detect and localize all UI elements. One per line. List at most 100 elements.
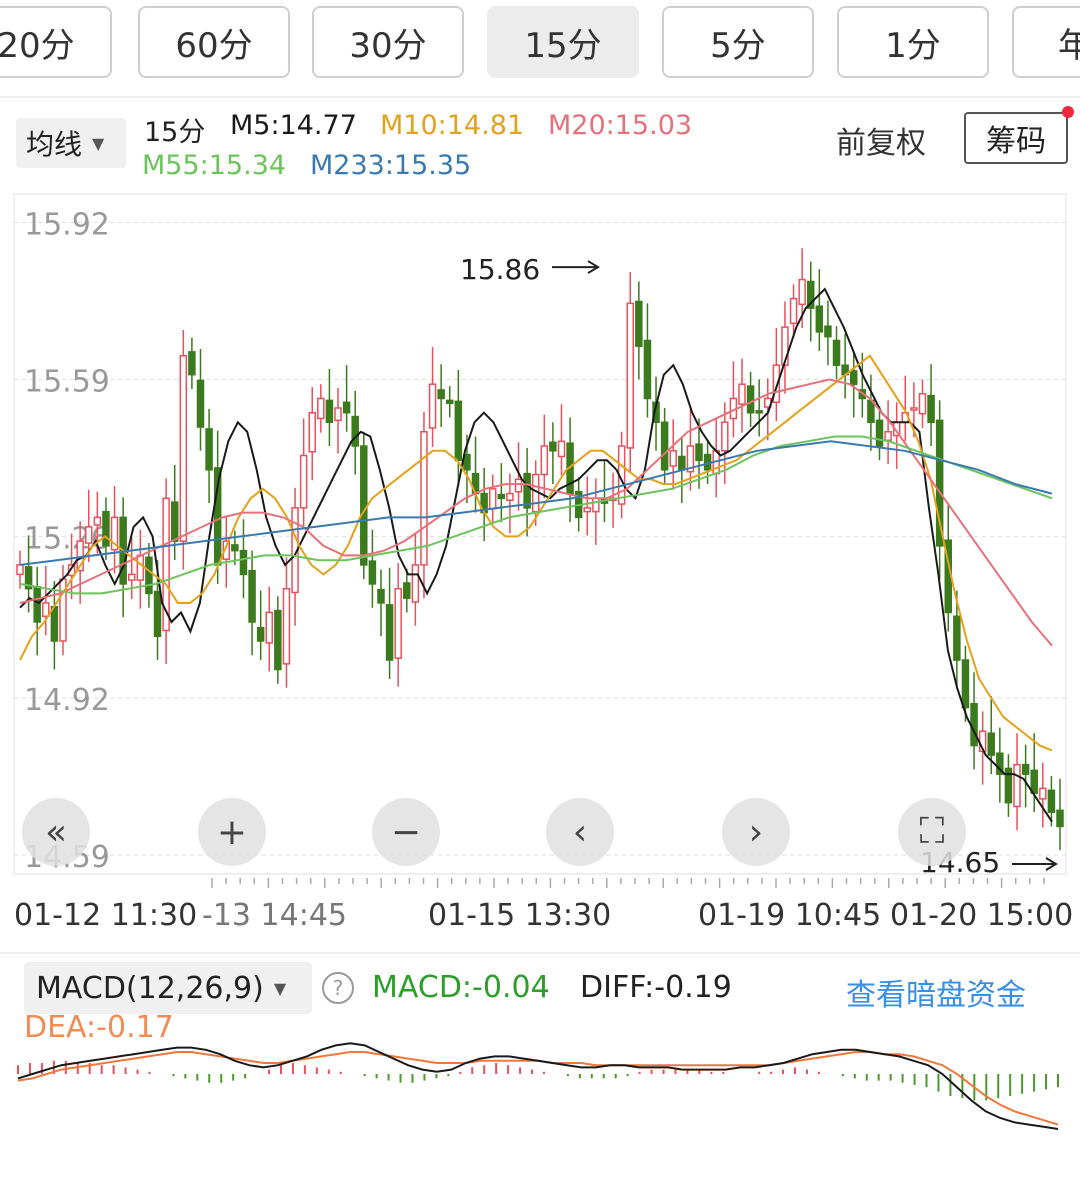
candle-up — [1013, 763, 1021, 808]
candle-down — [205, 428, 213, 471]
candle-up — [282, 587, 291, 665]
candle-down — [360, 445, 368, 566]
legend-m10: M10:14.81 — [380, 110, 525, 141]
y-tick-label: 15.59 — [24, 364, 110, 399]
minus-icon[interactable]: − — [372, 798, 440, 866]
candle-down — [437, 389, 445, 400]
candle-down — [145, 556, 153, 595]
candle-up — [299, 454, 308, 509]
candle-down — [497, 493, 506, 500]
candle-down — [196, 379, 205, 428]
candle-up — [85, 526, 93, 544]
candle-down — [248, 569, 256, 623]
x-label-2: 01-15 13:30 — [428, 898, 612, 933]
candle-up — [798, 278, 806, 306]
candle-down — [325, 399, 334, 424]
macd-selector-label: MACD(12,26,9) — [36, 970, 264, 1006]
candle-up — [738, 383, 746, 405]
candle-down — [961, 659, 970, 709]
legend-m55: M55:15.34 — [142, 150, 287, 181]
candle-down — [660, 421, 669, 471]
candle-up — [162, 497, 170, 632]
candle-down — [549, 441, 557, 452]
tab-5min[interactable]: 5分 — [662, 6, 814, 78]
tab-1min[interactable]: 1分 — [837, 6, 989, 78]
tab-20min[interactable]: 20分 — [0, 6, 112, 78]
candle-down — [102, 510, 110, 547]
chevron-right-icon[interactable]: › — [722, 798, 790, 866]
dea-line — [17, 1051, 1059, 1126]
candle-down — [377, 588, 385, 604]
x-label-0: 01-12 11:30 — [14, 898, 198, 933]
ma-line-m10 — [19, 354, 1053, 752]
candle-down — [824, 325, 832, 338]
candle-up — [789, 297, 798, 325]
diff-value: DIFF:-0.19 — [580, 970, 732, 1005]
candle-down — [351, 415, 359, 447]
candle-down — [256, 626, 265, 642]
diff-line — [17, 1042, 1059, 1130]
macd-selector[interactable]: MACD(12,26,9) ▼ — [24, 962, 312, 1014]
candle-down — [875, 419, 884, 447]
low-arrow-head — [1045, 857, 1058, 871]
tab-30min[interactable]: 30分 — [312, 6, 464, 78]
plus-icon[interactable]: + — [198, 798, 266, 866]
tab-15min[interactable]: 15分 — [487, 6, 639, 78]
candle-up — [428, 383, 437, 429]
candle-up — [394, 587, 402, 659]
dea-value: DEA:-0.17 — [24, 1010, 174, 1045]
candle-down — [996, 752, 1004, 775]
ma-line-m55 — [19, 435, 1053, 595]
chips-button[interactable]: 筹码 — [964, 112, 1068, 164]
candle-down — [746, 385, 755, 414]
candle-up — [772, 364, 781, 404]
candle-up — [557, 440, 566, 458]
candle-down — [643, 339, 652, 400]
tab-year[interactable]: 年 — [1012, 6, 1080, 78]
candle-down — [953, 615, 961, 661]
candle-down — [1021, 763, 1030, 775]
candle-down — [1047, 789, 1056, 813]
x-label-4: 01-20 15:00 — [890, 898, 1074, 933]
candle-up — [265, 611, 274, 644]
dark-pool-link[interactable]: 查看暗盘资金 — [846, 978, 1026, 1013]
candle-up — [686, 445, 695, 473]
candle-down — [446, 399, 454, 404]
candle-down — [24, 566, 33, 590]
candle-down — [403, 582, 411, 599]
candle-up — [540, 445, 549, 476]
ma-selector[interactable]: 均线 ▼ — [16, 118, 126, 168]
candle-down — [454, 400, 463, 462]
caret-down-icon: ▼ — [92, 133, 105, 153]
y-tick-label: 15.26 — [24, 521, 110, 556]
candle-down — [806, 280, 815, 309]
candle-up — [16, 564, 24, 576]
chevron-left-icon[interactable]: ‹ — [546, 798, 614, 866]
candle-down — [1056, 809, 1064, 828]
plot-frame — [13, 193, 1067, 875]
divider — [0, 96, 1080, 98]
help-icon[interactable]: ? — [322, 972, 354, 1004]
candle-up — [884, 431, 892, 442]
candle-up — [179, 354, 188, 542]
adjust-type-button[interactable]: 前复权 — [836, 126, 926, 161]
y-tick-label: 15.92 — [24, 208, 110, 243]
candle-down — [1030, 769, 1038, 794]
fullscreen-icon[interactable]: ⛶ — [898, 798, 966, 866]
candle-up — [506, 492, 514, 501]
candle-up — [721, 421, 729, 452]
candle-down — [523, 472, 531, 509]
candle-down — [50, 606, 59, 642]
macd-value: MACD:-0.04 — [372, 970, 550, 1005]
ma-selector-label: 均线 — [26, 128, 83, 161]
tab-60min[interactable]: 60分 — [138, 6, 290, 78]
candle-up — [411, 564, 420, 603]
candle-down — [33, 586, 41, 623]
candle-down — [188, 351, 196, 376]
x-label-1: -13 14:45 — [202, 898, 347, 933]
candle-down — [239, 549, 248, 576]
high-price-label: 15.86 — [460, 253, 540, 286]
macd-chart[interactable] — [0, 1036, 1080, 1196]
rewind-icon[interactable]: « — [22, 798, 90, 866]
